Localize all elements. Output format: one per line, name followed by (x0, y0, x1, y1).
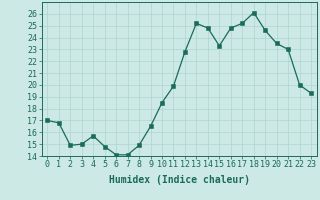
X-axis label: Humidex (Indice chaleur): Humidex (Indice chaleur) (109, 175, 250, 185)
